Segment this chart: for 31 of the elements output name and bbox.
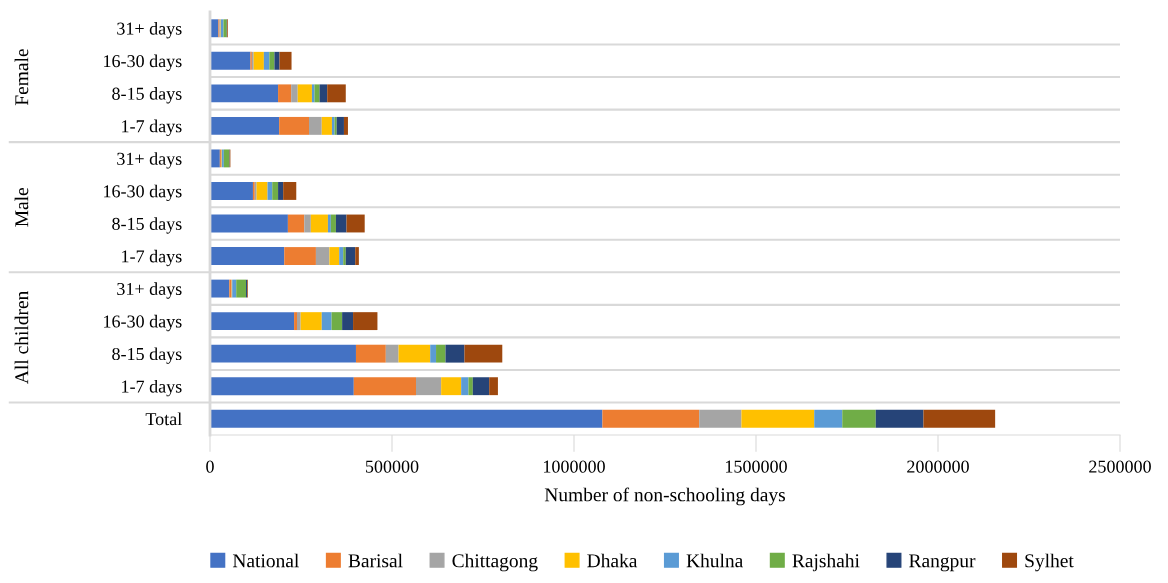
text: All children — [14, 290, 29, 384]
y-tick-label: 8-15 days — [112, 217, 182, 234]
y-tick-label: Total — [145, 412, 182, 426]
legend-label: Rajshahi — [792, 553, 860, 572]
x-axis-title: Number of non-schooling days — [544, 487, 785, 506]
x-tick-label: 500000 — [365, 460, 419, 473]
x-tick-label: 2000000 — [907, 460, 969, 473]
x-tick-label: 1500000 — [725, 460, 787, 473]
y-tick-label: 16-30 days — [104, 184, 182, 202]
legend-label: National — [232, 553, 299, 568]
legend-label: Barisal — [348, 553, 403, 568]
legend-label: Rangpur — [909, 554, 976, 572]
text: Male — [14, 187, 29, 227]
y-tick-label: 8-15 days — [112, 347, 182, 364]
y-tick-label: 31+ days — [117, 22, 182, 39]
y-tick-label: 31+ days — [117, 282, 182, 299]
x-tick-label: 1000000 — [543, 460, 605, 473]
y-tick-label: 16-30 days — [104, 314, 182, 332]
y-tick-label: 8-15 days — [112, 87, 182, 104]
legend-label: Khulna — [686, 553, 743, 568]
y-tick-label: 16-30 days — [104, 54, 182, 71]
y-tick-label: 1-7 days — [122, 119, 182, 137]
legend-label: Chittagong — [452, 553, 538, 572]
text: Female — [14, 49, 29, 106]
y-tick-label: 1-7 days — [122, 249, 182, 267]
y-tick-label: 1-7 days — [122, 379, 182, 397]
x-tick-label: 2500000 — [1089, 460, 1151, 473]
y-tick-label: 31+ days — [117, 152, 182, 169]
legend-label: Sylhet — [1025, 553, 1074, 572]
legend-label: Dhaka — [587, 553, 638, 568]
x-tick-label: 0 — [206, 460, 214, 473]
